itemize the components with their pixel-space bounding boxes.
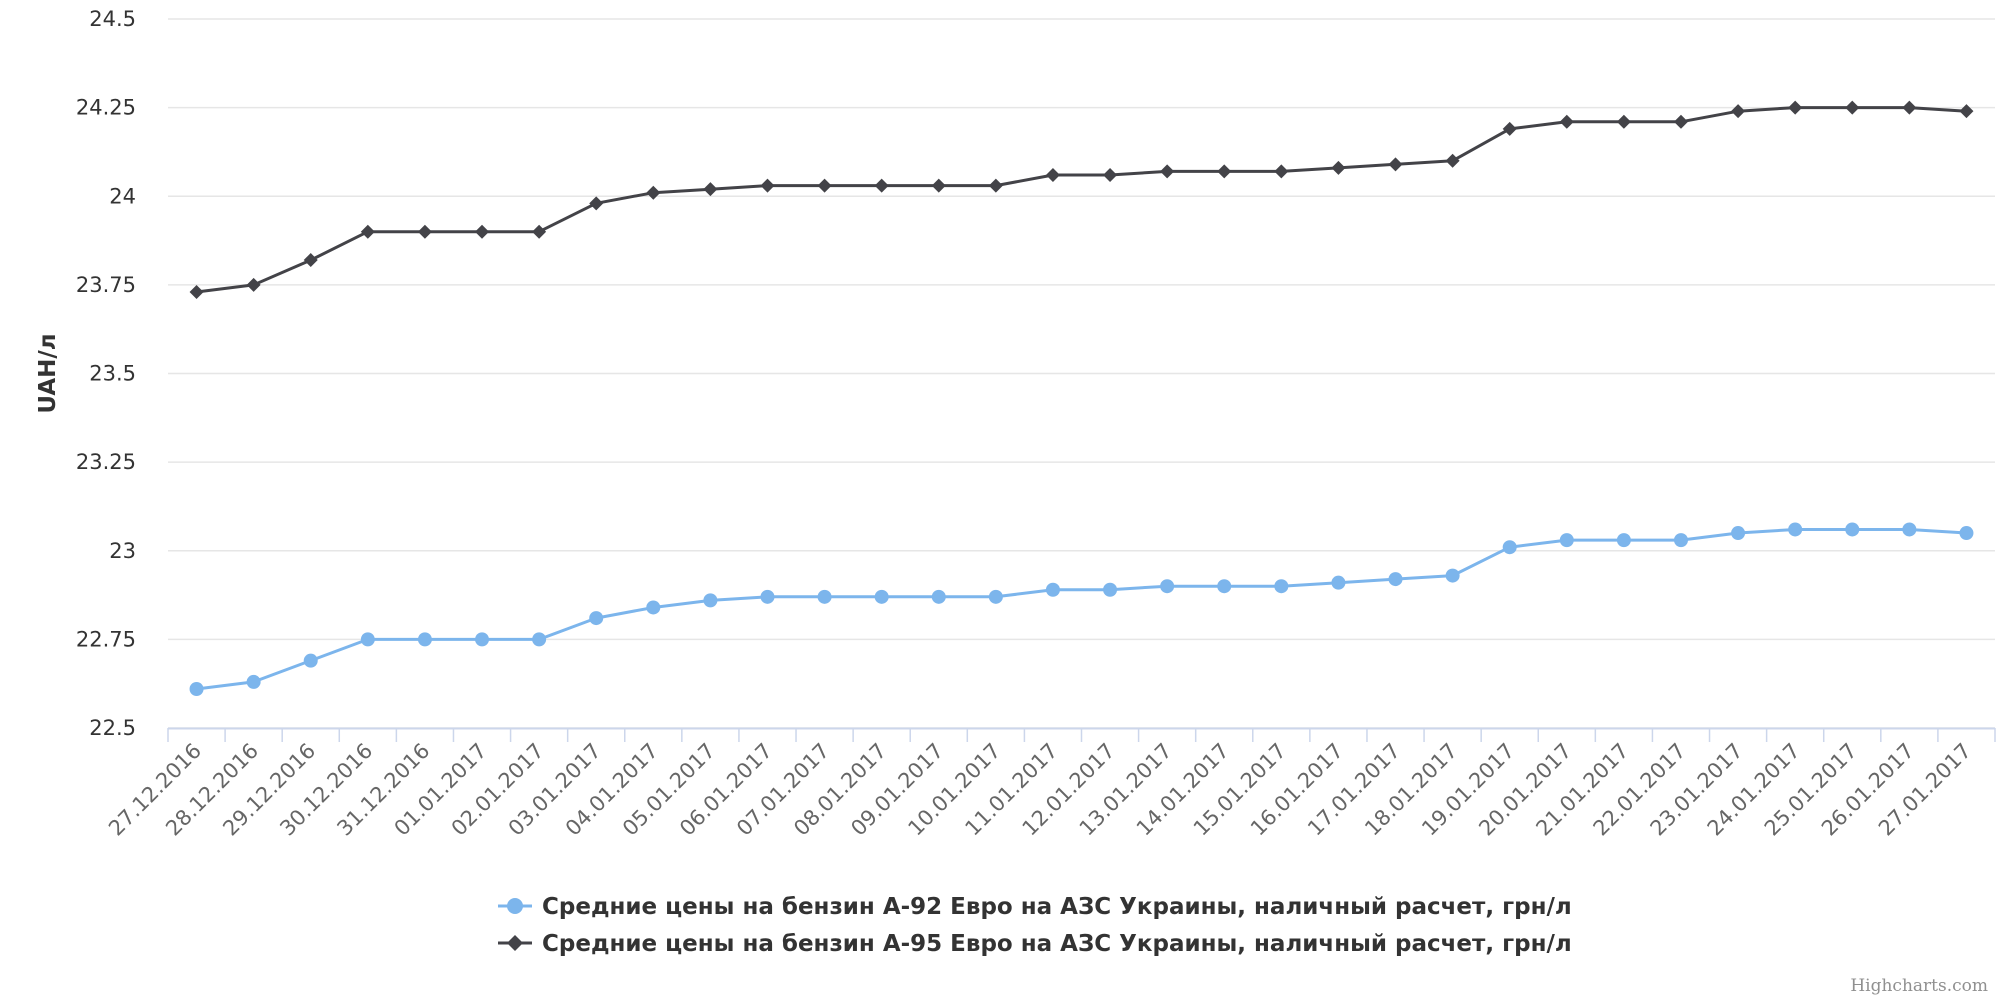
data-point [303, 653, 318, 668]
y-tick-label: 24 [109, 184, 136, 208]
legend-marker [507, 935, 523, 951]
data-point [1673, 533, 1688, 548]
data-point [1217, 164, 1232, 179]
data-point [931, 178, 946, 193]
x-axis-ticks [167, 728, 1996, 742]
data-point [532, 224, 547, 239]
data-point [760, 589, 775, 604]
data-point [1788, 100, 1803, 115]
data-point [189, 682, 204, 697]
data-point [1788, 522, 1803, 537]
data-point [988, 178, 1003, 193]
y-tick-label: 23.5 [89, 362, 136, 386]
y-axis-title: UAH/л [35, 333, 61, 413]
series-2 [189, 100, 1974, 299]
data-point [246, 277, 261, 292]
data-point [1731, 526, 1746, 541]
data-point [1445, 568, 1460, 583]
credits-link[interactable]: Highcharts.com [1850, 976, 1988, 996]
legend-item[interactable]: Средние цены на бензин А-92 Евро на АЗС … [498, 894, 1572, 920]
data-point [1616, 114, 1631, 129]
data-point [589, 611, 604, 626]
data-point [1160, 164, 1175, 179]
series-1 [189, 522, 1974, 697]
y-tick-label: 24.25 [76, 96, 136, 120]
y-gridlines [168, 18, 1995, 729]
data-point [1559, 533, 1574, 548]
data-point [475, 632, 490, 647]
legend-marker [507, 898, 523, 914]
data-point [1559, 114, 1574, 129]
data-point [1502, 121, 1517, 136]
data-point [1902, 100, 1917, 115]
x-axis-tick-labels: 27.12.201628.12.201629.12.201630.12.2016… [104, 739, 1976, 841]
data-point [360, 224, 375, 239]
data-point [1502, 540, 1517, 555]
data-point [1274, 164, 1289, 179]
data-point [817, 589, 832, 604]
data-point [417, 224, 432, 239]
data-point [1616, 533, 1631, 548]
legend-label: Средние цены на бензин А-92 Евро на АЗС … [542, 894, 1572, 920]
data-point [303, 253, 318, 268]
y-tick-label: 22.75 [76, 627, 136, 651]
y-tick-label: 23 [109, 539, 136, 563]
data-point [703, 593, 718, 608]
data-point [1160, 579, 1175, 594]
data-point [646, 600, 661, 615]
y-tick-label: 22.5 [89, 716, 136, 740]
y-axis-tick-labels: 22.5 22.75 23 23.25 23.5 23.75 24 24.25 24.5 [76, 7, 136, 740]
data-point [1331, 575, 1346, 590]
y-tick-label: 23.75 [76, 273, 136, 297]
data-point [1845, 100, 1860, 115]
data-point [360, 632, 375, 647]
data-point [1045, 167, 1060, 182]
legend-label: Средние цены на бензин А-95 Евро на АЗС … [542, 931, 1572, 957]
legend-item[interactable]: Средние цены на бензин А-95 Евро на АЗС … [498, 931, 1572, 957]
legend: Средние цены на бензин А-92 Евро на АЗС … [498, 894, 1572, 957]
data-point [417, 632, 432, 647]
series-line [195, 528, 1968, 691]
data-point [189, 284, 204, 299]
data-point [760, 178, 775, 193]
y-tick-label: 24.5 [89, 7, 136, 31]
data-point [1045, 582, 1060, 597]
data-point [1103, 582, 1118, 597]
data-point [532, 632, 547, 647]
data-point [1959, 104, 1974, 119]
data-point [1731, 104, 1746, 119]
data-point [1274, 579, 1289, 594]
data-point [1959, 526, 1974, 541]
data-point [703, 182, 718, 197]
series-line [195, 106, 1968, 294]
data-point [988, 589, 1003, 604]
data-point [874, 589, 889, 604]
data-point [589, 196, 604, 211]
data-point [1217, 579, 1232, 594]
y-tick-label: 23.25 [76, 450, 136, 474]
data-point [475, 224, 490, 239]
data-point [1103, 167, 1118, 182]
data-point [1673, 114, 1688, 129]
data-point [1388, 572, 1403, 587]
data-point [1445, 153, 1460, 168]
data-point [1388, 157, 1403, 172]
data-point [1845, 522, 1860, 537]
data-point [246, 674, 261, 689]
data-point [931, 589, 946, 604]
data-point [817, 178, 832, 193]
data-point [1902, 522, 1917, 537]
data-point [1331, 160, 1346, 175]
data-point [646, 185, 661, 200]
data-point [874, 178, 889, 193]
